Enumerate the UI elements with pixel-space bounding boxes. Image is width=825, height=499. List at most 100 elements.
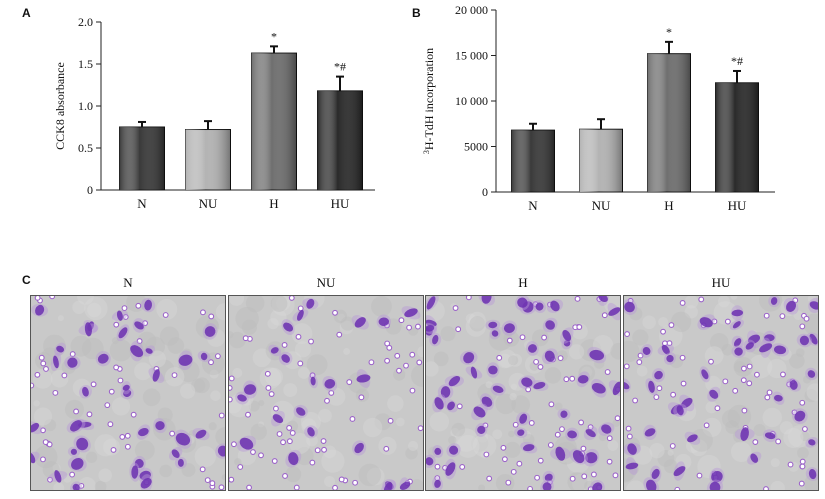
membrane-pore <box>218 484 225 490</box>
membrane-pore <box>265 385 272 391</box>
membrane-pore <box>122 314 129 320</box>
bar-group-n <box>511 122 555 193</box>
stained-cell <box>152 369 160 382</box>
membrane-pore <box>286 438 293 445</box>
chart-b-thymidine: 0 5000 10 000 15 000 20 000 3H-TdH incorporat… <box>422 3 775 213</box>
texture-spot <box>81 337 104 360</box>
membrane-pore <box>574 296 581 302</box>
stained-cell <box>31 452 36 464</box>
stained-cell <box>307 427 315 437</box>
membrane-pore <box>200 309 206 316</box>
membrane-pore <box>368 359 375 366</box>
membrane-pore <box>250 449 256 455</box>
membrane-pore <box>612 472 619 479</box>
stained-cell <box>731 309 744 317</box>
stained-cell <box>123 389 132 397</box>
membrane-pore <box>214 353 221 360</box>
texture-spot <box>275 296 291 311</box>
membrane-pore <box>264 370 271 377</box>
membrane-pore <box>69 351 76 358</box>
membrane-pore <box>452 305 459 311</box>
texture-spot <box>626 480 646 490</box>
stained-cell <box>122 384 130 391</box>
texture-spot <box>142 388 161 407</box>
texture-spot <box>713 301 738 325</box>
x-tick-label: NU <box>592 198 611 213</box>
stained-cell <box>517 297 528 308</box>
stained-cell <box>97 353 109 364</box>
texture-spot <box>495 473 515 490</box>
micrograph-label-h: H <box>518 275 528 290</box>
texture-spot <box>477 431 488 443</box>
stained-cell <box>648 380 655 393</box>
membrane-pore <box>569 375 576 382</box>
membrane-pore <box>86 411 93 418</box>
texture-spot <box>636 365 648 377</box>
texture-spot <box>241 319 258 335</box>
micrograph-nu <box>228 295 424 491</box>
membrane-pore <box>208 359 214 366</box>
membrane-pore <box>113 364 120 371</box>
membrane-pore <box>746 363 753 370</box>
membrane-pore <box>740 377 747 384</box>
texture-spot <box>440 326 456 342</box>
texture-spot <box>456 434 480 458</box>
texture-spot <box>704 346 724 365</box>
membrane-pore <box>799 458 806 465</box>
stained-cell <box>544 350 555 362</box>
x-tick-label: HU <box>728 198 747 213</box>
x-tick-label: N <box>137 196 147 211</box>
stained-cell <box>676 405 684 416</box>
membrane-pore <box>416 359 423 366</box>
membrane-pore <box>242 335 249 342</box>
stained-cell <box>794 410 806 422</box>
stained-cell <box>134 321 144 330</box>
stained-cell <box>481 296 492 304</box>
micrograph-label-hu: HU <box>711 275 731 290</box>
texture-spot <box>632 329 649 346</box>
membrane-pore <box>293 484 300 490</box>
stained-cell <box>555 446 566 461</box>
stained-cell <box>434 479 441 488</box>
stained-cell <box>745 342 754 350</box>
stained-cell <box>503 323 515 333</box>
y-tick-label: 1.0 <box>78 99 93 113</box>
membrane-pore <box>534 474 541 481</box>
membrane-pore <box>519 334 526 341</box>
stained-cell <box>711 470 723 483</box>
membrane-pore <box>113 321 120 328</box>
stained-cell <box>432 334 439 345</box>
membrane-pore <box>746 380 753 387</box>
stained-cell <box>567 430 577 439</box>
texture-spot <box>509 392 517 401</box>
membrane-pore <box>69 471 76 478</box>
texture-spot <box>289 432 311 455</box>
texture-spot <box>417 346 423 358</box>
texture-spot <box>508 372 527 391</box>
texture-spot <box>194 445 216 468</box>
texture-spot <box>705 375 722 392</box>
stained-cell <box>31 422 40 433</box>
membrane-pore <box>321 446 327 453</box>
membrane-pore <box>614 415 620 422</box>
bar-group-hu: *# <box>715 54 759 193</box>
micrograph-label-nu: NU <box>316 275 336 290</box>
stained-cell <box>84 322 92 337</box>
membrane-pore <box>670 391 677 398</box>
texture-spot <box>612 419 620 427</box>
membrane-pore <box>632 397 639 404</box>
membrane-pore <box>547 442 554 448</box>
membrane-pore <box>656 385 663 392</box>
membrane-pore <box>624 363 630 370</box>
membrane-pore <box>324 397 330 404</box>
texture-spot <box>495 393 516 415</box>
texture-spot <box>511 395 531 414</box>
stained-cell <box>404 308 418 318</box>
texture-spot <box>531 329 549 347</box>
texture-spot <box>374 413 392 431</box>
stained-cell <box>82 386 89 397</box>
membrane-pore <box>43 366 49 372</box>
texture-spot <box>321 449 345 473</box>
membrane-pore <box>636 359 643 365</box>
texture-spot <box>283 351 302 370</box>
